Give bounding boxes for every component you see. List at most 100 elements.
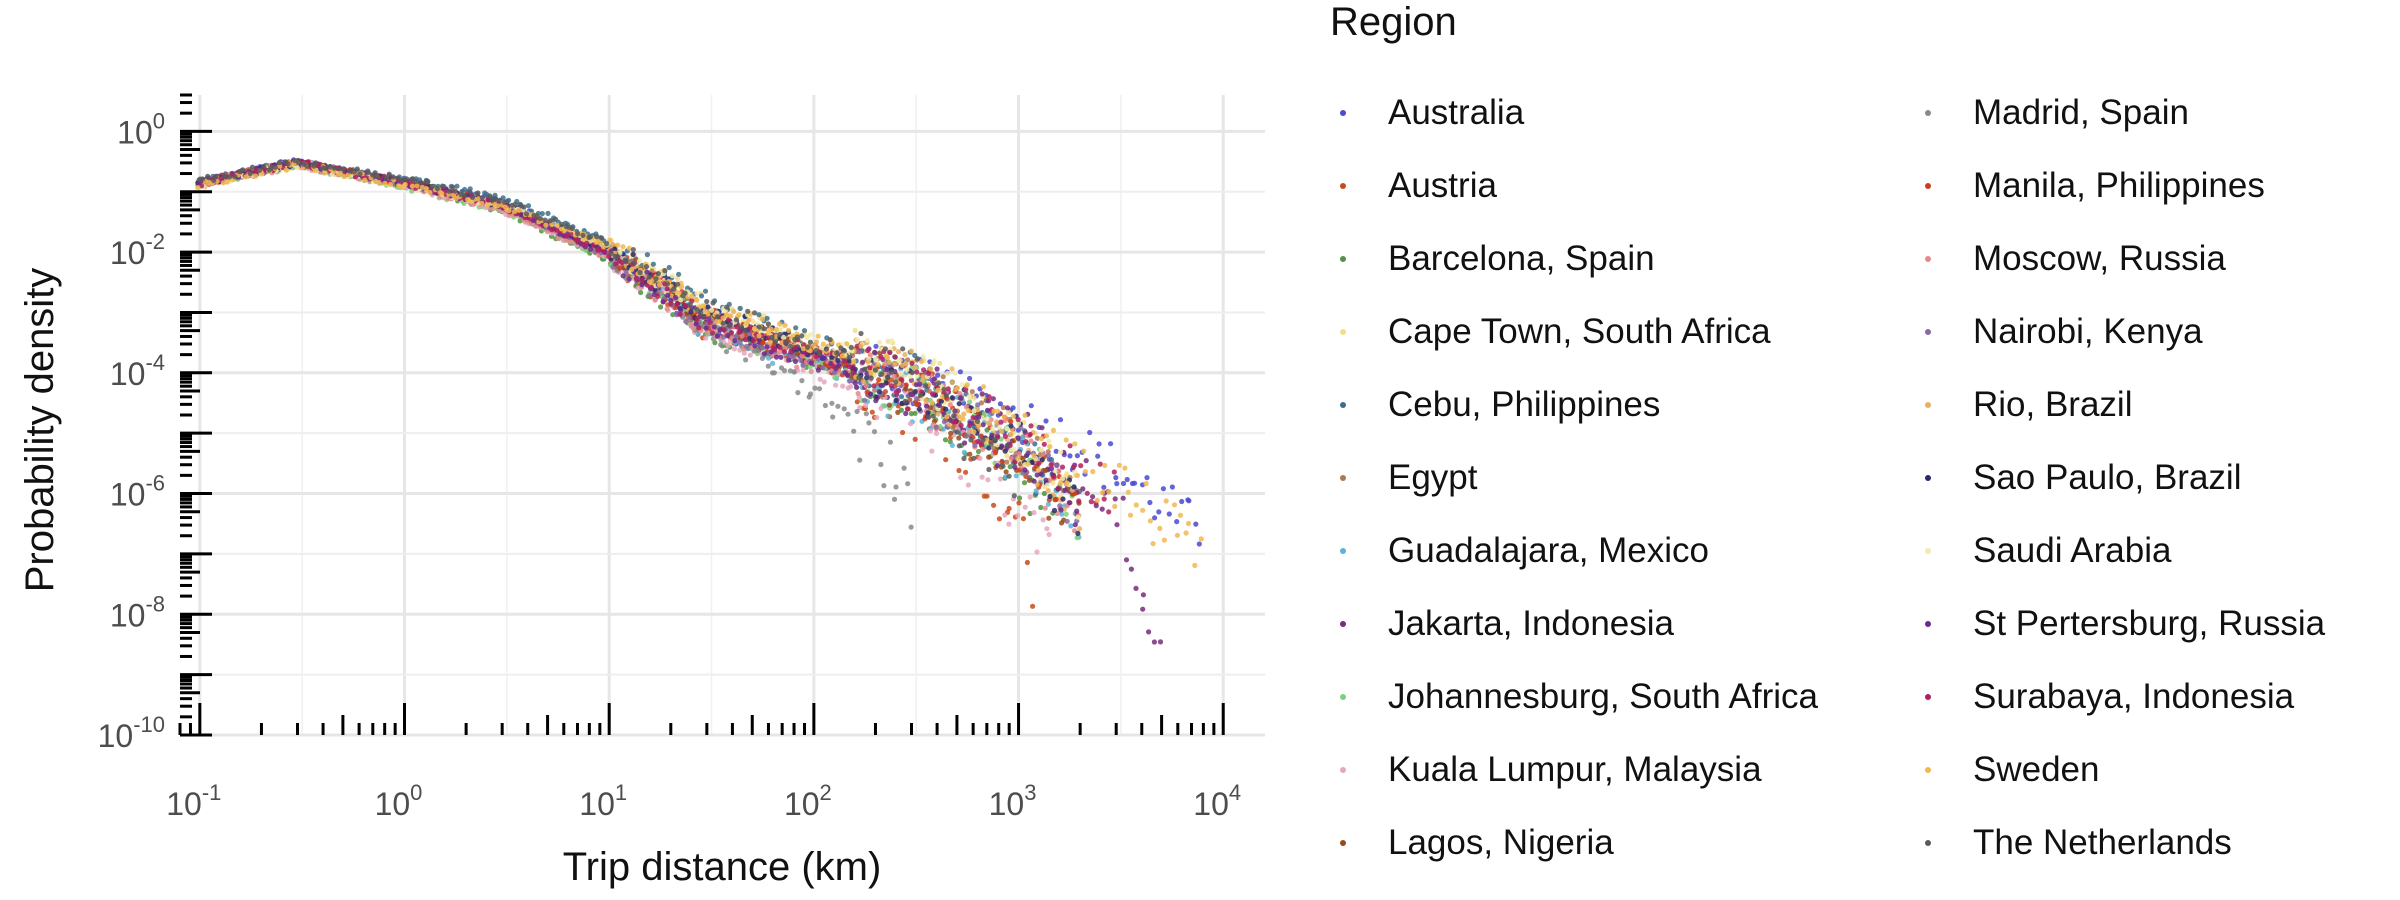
data-point: [674, 301, 680, 307]
data-point: [778, 354, 784, 360]
data-point: [689, 293, 695, 299]
legend-swatch: [1340, 766, 1346, 773]
legend-item: Austria: [1300, 149, 1818, 222]
legend-label: Australia: [1388, 92, 1525, 132]
data-point: [782, 322, 788, 328]
data-point: [600, 244, 607, 250]
data-point: [846, 363, 852, 370]
data-point: [834, 350, 840, 356]
data-point: [1059, 511, 1065, 517]
data-point: [738, 324, 745, 330]
data-point: [693, 321, 699, 327]
data-point: [933, 424, 939, 430]
data-point: [900, 346, 906, 352]
data-point: [968, 437, 974, 443]
data-point: [594, 234, 600, 240]
data-point: [195, 185, 201, 191]
data-point: [376, 179, 382, 185]
data-point: [386, 171, 392, 177]
data-point: [1025, 461, 1031, 467]
data-point: [887, 439, 894, 445]
data-point: [1157, 639, 1164, 645]
data-point: [1067, 453, 1073, 459]
data-point: [402, 181, 408, 188]
data-point: [967, 375, 973, 382]
data-point: [860, 379, 867, 385]
data-point: [285, 161, 291, 167]
data-points: [195, 157, 1204, 645]
data-point: [261, 163, 267, 169]
data-point: [362, 177, 368, 183]
data-point: [580, 232, 586, 238]
data-point: [876, 389, 882, 395]
data-point: [912, 389, 918, 395]
data-point: [303, 162, 310, 169]
data-point: [554, 222, 561, 228]
data-point: [795, 390, 801, 396]
data-point: [903, 361, 909, 367]
data-point: [959, 382, 965, 388]
data-point: [656, 282, 663, 288]
data-point: [963, 433, 970, 439]
legend-label: Lagos, Nigeria: [1388, 822, 1614, 862]
y-tick-label: 100: [117, 108, 165, 150]
legend-swatch: [1340, 401, 1346, 408]
data-point: [886, 359, 893, 365]
data-point: [830, 414, 836, 420]
data-point: [644, 269, 650, 275]
data-point: [886, 402, 892, 408]
data-point: [1087, 429, 1093, 436]
data-point: [615, 253, 621, 260]
data-point: [650, 261, 657, 267]
data-point: [660, 299, 666, 305]
data-point: [1099, 506, 1105, 512]
data-point: [930, 413, 936, 419]
data-point: [1160, 486, 1166, 492]
data-point: [1039, 447, 1045, 453]
data-point: [1028, 403, 1034, 409]
data-point: [643, 264, 650, 270]
data-point: [1169, 484, 1175, 490]
data-point: [917, 392, 924, 398]
legend-item: Johannesburg, South Africa: [1300, 660, 1818, 733]
data-point: [623, 258, 629, 264]
data-point: [978, 441, 985, 447]
data-point: [677, 311, 683, 317]
data-point: [950, 425, 956, 431]
legend-label: Barcelona, Spain: [1388, 238, 1655, 278]
data-point: [721, 327, 727, 333]
data-point: [771, 370, 778, 376]
x-tick-label: 100: [375, 780, 423, 822]
data-point: [996, 516, 1003, 522]
legend-swatch: [1340, 839, 1346, 846]
data-point: [1166, 511, 1172, 517]
data-point: [1186, 498, 1192, 504]
data-point: [956, 467, 962, 474]
legend-label: Jakarta, Indonesia: [1388, 603, 1675, 643]
data-point: [888, 369, 895, 375]
data-point: [1095, 453, 1101, 459]
legend-label: Cape Town, South Africa: [1388, 311, 1771, 351]
data-point: [1102, 462, 1108, 468]
data-point: [874, 415, 880, 421]
data-point: [734, 324, 740, 330]
legend-label: Guadalajara, Mexico: [1388, 530, 1709, 570]
data-point: [664, 306, 670, 312]
data-point: [1112, 496, 1118, 502]
data-point: [872, 367, 878, 373]
data-point: [856, 349, 862, 355]
data-point: [670, 273, 676, 279]
data-point: [923, 383, 929, 389]
data-point: [1101, 484, 1107, 490]
data-point: [1002, 433, 1009, 439]
data-point: [856, 375, 862, 381]
legend-item: Barcelona, Spain: [1300, 222, 1818, 295]
data-point: [954, 385, 961, 391]
data-point: [989, 432, 995, 438]
data-point: [1064, 480, 1070, 486]
data-point: [1045, 452, 1051, 459]
y-tick-label: 10-4: [110, 350, 165, 392]
data-point: [1036, 460, 1042, 466]
legend-swatch: [1925, 839, 1931, 846]
data-point: [985, 398, 992, 404]
